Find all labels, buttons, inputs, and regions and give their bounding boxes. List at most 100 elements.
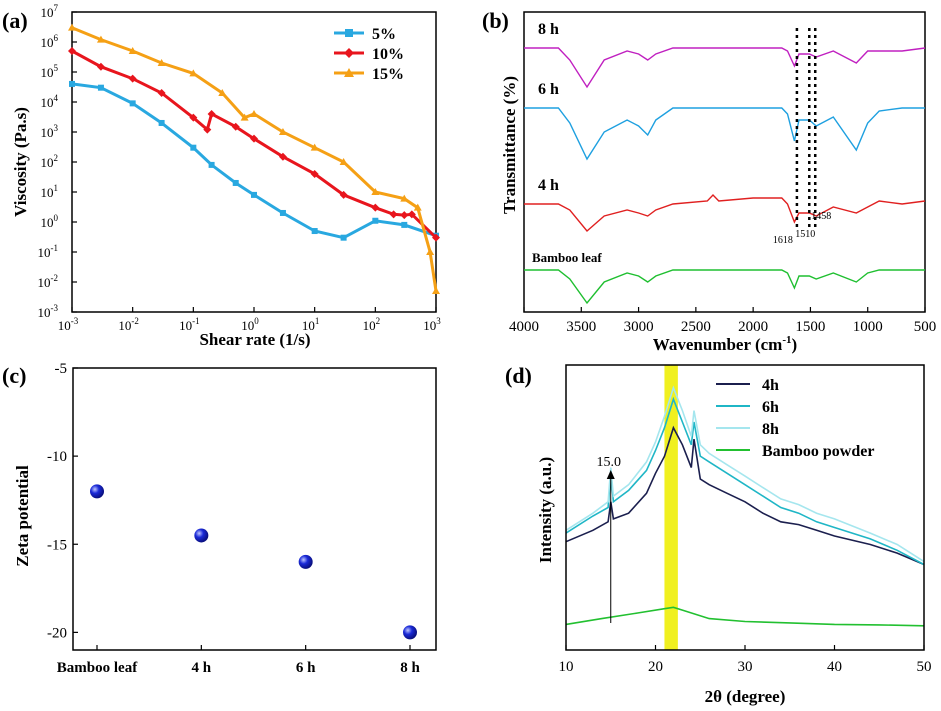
- panel-d-ylabel: Intensity (a.u.): [536, 457, 555, 563]
- panel-b-series-line: [524, 47, 926, 89]
- panel-b-plot: 4000 3500 3000 2500 2000 1500 1000 500 8 h 6 h 4 h…: [509, 11, 937, 335]
- panel-c-ytick-label: -5: [55, 361, 68, 377]
- panel-a-point: [203, 125, 212, 134]
- panel-a-point: [371, 203, 380, 212]
- panel-b-series-label: 8 h: [538, 21, 559, 38]
- panel-a-point: [240, 113, 249, 121]
- panel-a: (a) 10-3 10-2 10-1 100 101 102 103 10-3 10-2 10-1…: [2, 3, 441, 349]
- panel-d-xtick-label: 30: [738, 659, 753, 675]
- panel-a-point: [68, 47, 76, 56]
- panel-b-xtick-label: 500: [914, 319, 937, 335]
- panel-a-point: [189, 69, 198, 77]
- panel-b-series-label: 6 h: [538, 81, 559, 98]
- panel-a-point: [207, 109, 216, 118]
- panel-a-point: [189, 113, 198, 122]
- panel-a-label: (a): [2, 8, 28, 33]
- panel-a-legend-label: 10%: [372, 46, 404, 63]
- panel-a-point: [310, 143, 319, 151]
- panel-b-series-line: [524, 193, 926, 233]
- panel-a-point: [389, 210, 398, 219]
- panel-a-ytick-label: 102: [41, 153, 59, 170]
- panel-c-category-label: 8 h: [400, 660, 420, 676]
- panel-b-label: (b): [482, 8, 509, 33]
- panel-a-point: [279, 209, 286, 216]
- panel-d-series-line: [565, 385, 925, 563]
- panel-a-point: [432, 233, 440, 242]
- panel-a-point: [278, 152, 287, 161]
- panel-b-series-label: 4 h: [538, 177, 559, 194]
- panel-c-ytick-label: -20: [47, 625, 67, 641]
- panel-a-ytick-label: 103: [41, 123, 59, 140]
- panel-d-legend-label: Bamboo powder: [762, 443, 874, 460]
- panel-d-label: (d): [505, 363, 532, 388]
- panel-d-legend-label: 4h: [762, 377, 779, 394]
- panel-b-xtick-label: 1500: [795, 319, 825, 335]
- panel-a-xtick-label: 10-2: [118, 316, 139, 333]
- panel-d-xlabel: 2θ (degree): [705, 687, 786, 706]
- panel-c-category-label: Bamboo leaf: [57, 660, 138, 676]
- panel-a-ytick-label: 100: [41, 213, 59, 230]
- panel-c-category-label: 6 h: [296, 660, 316, 676]
- panel-a-point: [96, 35, 105, 43]
- panel-a-point: [250, 109, 258, 117]
- panel-c-label: (c): [2, 363, 26, 388]
- panel-c-ylabel: Zeta potential: [13, 465, 32, 567]
- panel-a-series-line: [71, 26, 438, 292]
- panel-a-point: [407, 210, 416, 219]
- panel-c-ytick-label: -10: [47, 449, 67, 465]
- panel-a-point: [157, 58, 166, 66]
- panel-a-legend-label: 5%: [372, 26, 396, 43]
- panel-b-xlabel: Wavenumber (cm-1): [653, 334, 797, 354]
- panel-a-legend-marker: [344, 68, 354, 77]
- panel-a-point: [250, 134, 258, 143]
- panel-a-point: [339, 158, 348, 165]
- panel-c: (c) -5 -10 -15 -20 Bamboo leaf 4 h 6 h 8 h Zeta…: [2, 361, 437, 676]
- panel-a-legend-marker: [344, 48, 354, 58]
- panel-a-ylabel: Viscosity (Pa.s): [11, 107, 30, 217]
- panel-b-peak-label: 1510: [795, 229, 815, 240]
- panel-a-point: [413, 203, 422, 211]
- panel-a-series-line: [71, 82, 437, 240]
- panel-a-point: [190, 144, 197, 151]
- panel-a-point: [218, 88, 227, 96]
- panel-a-plot: 10-3 10-2 10-1 100 101 102 10310-310-210-11001…: [38, 3, 442, 333]
- panel-b-xtick-label: 3000: [624, 319, 654, 335]
- panel-d-series-line: [565, 396, 925, 566]
- panel-a-point: [129, 100, 136, 107]
- panel-d-peak-label: 15.0: [597, 455, 622, 470]
- panel-b-series-line: [524, 269, 925, 305]
- panel-d-legend-label: 8h: [762, 421, 779, 438]
- panel-b-xtick-label: 1000: [853, 319, 883, 335]
- panel-c-ytick-label: -15: [47, 537, 67, 553]
- panel-a-point: [372, 217, 379, 224]
- panel-a-point: [371, 188, 380, 195]
- panel-a-point: [310, 169, 319, 178]
- panel-a-point: [340, 234, 347, 241]
- panel-a-point: [232, 179, 239, 186]
- panel-a-point: [158, 119, 165, 126]
- panel-a-point: [208, 161, 215, 168]
- panel-a-ytick-label: 101: [41, 183, 59, 200]
- panel-d-plot: 10 20 30 40 50 15.0 4h 6h 8h Bamboo powder: [559, 364, 932, 675]
- panel-a-ytick-label: 10-1: [38, 243, 59, 260]
- panel-c-data-point: [403, 625, 417, 640]
- panel-b-xtick-label: 2500: [681, 319, 711, 335]
- panel-a-point: [400, 194, 409, 202]
- panel-d-highlight-band: [664, 365, 678, 650]
- panel-b-xtick-label: 4000: [509, 319, 539, 335]
- panel-a-xtick-label: 10-3: [58, 316, 79, 333]
- panel-a-point: [97, 84, 104, 91]
- panel-a-point: [69, 80, 75, 87]
- panel-d-frame: [565, 364, 925, 651]
- panel-b-frame: [523, 11, 926, 313]
- panel-d-xtick-label: 50: [917, 659, 932, 675]
- panel-c-data-point: [90, 484, 104, 499]
- panel-d-series-line: [565, 425, 925, 566]
- panel-a-point: [96, 62, 105, 71]
- panel-a-point: [278, 128, 287, 135]
- panel-d-xtick-label: 40: [827, 659, 842, 675]
- panel-a-ytick-label: 107: [41, 3, 59, 20]
- panel-b: (b) 4000 3500 3000 2500 2000 1500 1000 500 8 h 6 …: [482, 8, 936, 354]
- panel-b-peak-label: 1618: [773, 235, 793, 246]
